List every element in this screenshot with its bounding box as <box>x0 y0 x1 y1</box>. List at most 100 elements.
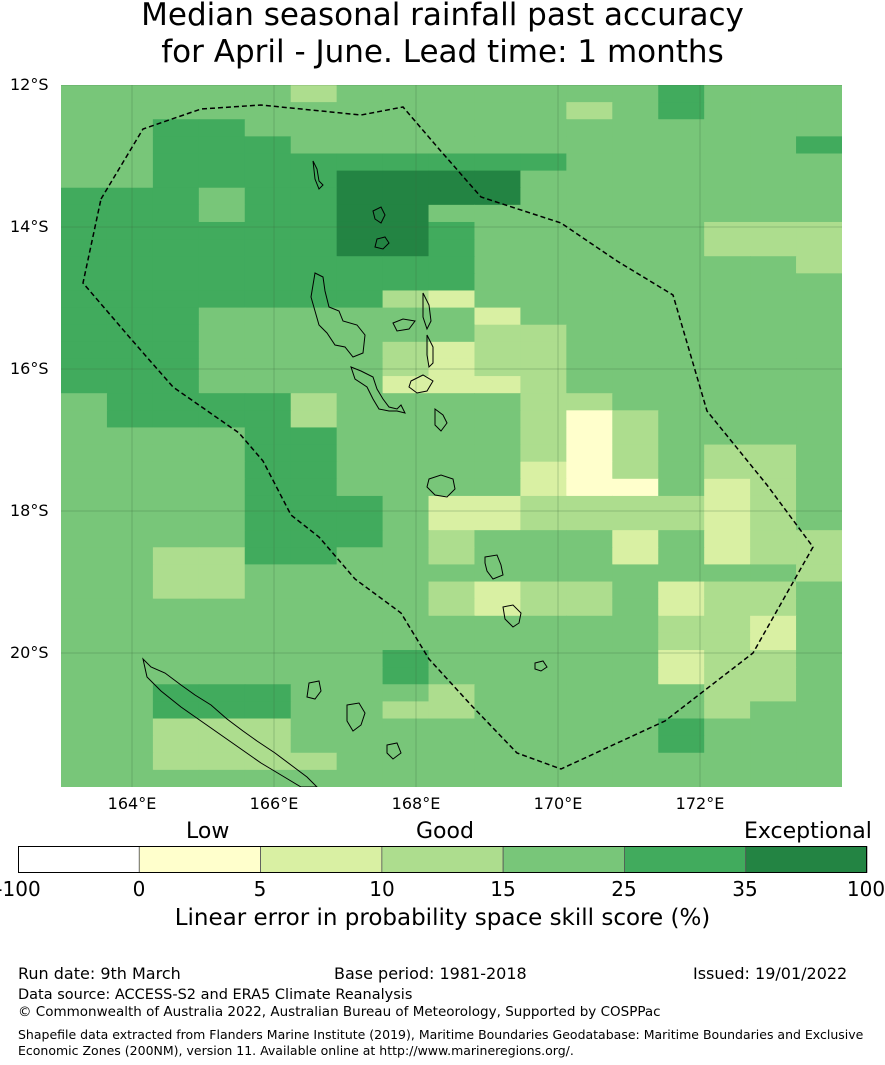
grid-cell <box>566 564 613 583</box>
grid-cell <box>796 324 842 343</box>
grid-cell <box>152 684 200 702</box>
grid-cell <box>198 153 246 172</box>
grid-cell <box>152 136 200 155</box>
grid-cell <box>704 204 751 223</box>
grid-cell <box>658 290 705 309</box>
grid-cell <box>198 290 246 309</box>
grid-cell <box>106 564 154 583</box>
grid-cell <box>520 119 567 137</box>
grid-cell <box>106 221 154 240</box>
grid-cell <box>704 701 751 720</box>
grid-cell <box>244 478 292 497</box>
grid-cell <box>704 119 751 137</box>
grid-cell <box>566 153 613 172</box>
grid-cell <box>704 153 751 172</box>
grid-cell <box>290 615 338 634</box>
grid-cell <box>658 444 705 463</box>
grid-cell <box>61 444 108 463</box>
grid-cell <box>198 769 246 787</box>
grid-cell <box>152 427 200 446</box>
grid-cell <box>658 239 705 257</box>
grid-cell <box>428 153 476 172</box>
grid-cell <box>612 119 659 137</box>
grid-cell <box>290 239 338 257</box>
grid-cell <box>244 444 292 463</box>
grid-cell <box>61 358 108 377</box>
grid-cell <box>336 581 384 600</box>
grid-cell <box>382 547 430 566</box>
grid-cell <box>336 119 384 137</box>
grid-cell <box>474 119 522 137</box>
grid-cell <box>520 547 567 566</box>
grid-cell <box>61 341 108 360</box>
grid-cell <box>612 769 659 787</box>
grid-cell <box>382 393 430 411</box>
grid-cell <box>198 136 246 155</box>
tanna-island <box>502 604 522 628</box>
colorbar-tick-5: 5 <box>253 877 267 901</box>
grid-cell <box>566 632 613 651</box>
grid-cell <box>474 256 522 274</box>
grid-cell <box>244 290 292 309</box>
grid-cell <box>106 153 154 172</box>
grid-cell <box>750 718 797 737</box>
grid-cell <box>566 598 613 617</box>
grid-cell <box>520 170 567 189</box>
grid-cell <box>336 256 384 274</box>
grid-cell <box>152 615 200 634</box>
grid-cell <box>612 478 659 497</box>
grid-cell <box>198 376 246 394</box>
grid-cell <box>106 650 154 668</box>
grid-cell <box>750 735 797 754</box>
grid-cell <box>796 358 842 377</box>
grid-cell <box>336 85 384 103</box>
grid-cell <box>61 547 108 566</box>
grid-cell <box>336 667 384 685</box>
grid-cell <box>474 239 522 257</box>
grid-cell <box>290 684 338 702</box>
grid-cell <box>750 119 797 137</box>
grid-cell <box>198 478 246 497</box>
data-source: Data source: ACCESS-S2 and ERA5 Climate … <box>18 987 413 1003</box>
grid-cell <box>382 615 430 634</box>
colorbar-tick-0: 0 <box>132 877 146 901</box>
grid-cell <box>750 598 797 617</box>
grid-cell <box>566 324 613 343</box>
grid-cell <box>290 204 338 223</box>
grid-cell <box>61 701 108 720</box>
grid-cell <box>428 513 476 531</box>
grid-cell <box>796 461 842 480</box>
grid-cell <box>520 598 567 617</box>
grid-cell <box>566 119 613 137</box>
grid-cell <box>428 376 476 394</box>
grid-cell <box>290 256 338 274</box>
grid-cell <box>106 290 154 309</box>
grid-cell <box>244 324 292 343</box>
grid-cell <box>474 478 522 497</box>
grid-cell <box>198 718 246 737</box>
grid-cell <box>474 701 522 720</box>
grid-cell <box>428 598 476 617</box>
grid-cell <box>152 256 200 274</box>
grid-cell <box>61 136 108 155</box>
banks-island-1 <box>372 206 386 224</box>
grid-cell <box>612 735 659 754</box>
grid-cell <box>152 85 200 103</box>
grid-cell <box>61 153 108 172</box>
grid-cell <box>520 513 567 531</box>
grid-cell <box>152 307 200 326</box>
grid-cell <box>566 427 613 446</box>
category-good: Good <box>416 819 474 844</box>
grid-cell <box>290 735 338 754</box>
grid-cell <box>704 136 751 155</box>
lat-label-18s: 18°S <box>10 501 49 520</box>
grid-cell <box>198 615 246 634</box>
grid-cell <box>290 495 338 514</box>
grid-cell <box>61 204 108 223</box>
grid-cell <box>796 581 842 600</box>
grid-cell <box>520 461 567 480</box>
grid-cell <box>566 650 613 668</box>
grid-cell <box>796 547 842 566</box>
lon-label-164e: 164°E <box>107 794 157 813</box>
grid-cell <box>520 187 567 206</box>
